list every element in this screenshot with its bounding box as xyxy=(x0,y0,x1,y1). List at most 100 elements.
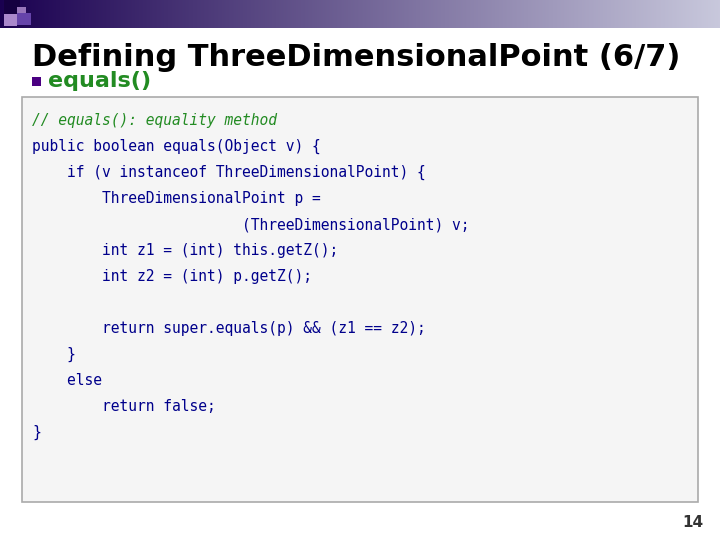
Bar xyxy=(489,0,490,28)
Bar xyxy=(287,0,288,28)
Bar xyxy=(514,0,515,28)
Bar xyxy=(571,0,572,28)
Bar xyxy=(709,0,710,28)
Bar xyxy=(631,0,632,28)
Bar xyxy=(589,0,590,28)
Bar xyxy=(193,0,194,28)
Bar xyxy=(233,0,234,28)
Bar xyxy=(188,0,189,28)
Bar xyxy=(170,0,171,28)
Bar xyxy=(562,0,563,28)
Bar xyxy=(67,0,68,28)
Bar xyxy=(248,0,249,28)
Bar xyxy=(162,0,163,28)
Bar xyxy=(177,0,178,28)
Bar xyxy=(203,0,204,28)
Bar xyxy=(714,0,715,28)
Bar xyxy=(611,0,612,28)
Bar xyxy=(396,0,397,28)
Bar xyxy=(640,0,641,28)
Bar xyxy=(548,0,549,28)
Bar xyxy=(118,0,119,28)
Bar xyxy=(523,0,524,28)
Bar xyxy=(246,0,247,28)
Bar xyxy=(364,0,365,28)
Bar xyxy=(279,0,280,28)
Bar xyxy=(349,0,350,28)
Bar xyxy=(715,0,716,28)
Bar xyxy=(710,0,711,28)
Bar xyxy=(645,0,646,28)
Bar xyxy=(517,0,518,28)
Bar xyxy=(633,0,634,28)
Bar xyxy=(178,0,179,28)
Bar xyxy=(373,0,374,28)
Bar xyxy=(671,0,672,28)
Bar xyxy=(716,0,717,28)
Text: public boolean equals(Object v) {: public boolean equals(Object v) { xyxy=(32,139,320,154)
Bar xyxy=(297,0,298,28)
Bar xyxy=(588,0,589,28)
Bar xyxy=(242,0,243,28)
Bar xyxy=(78,0,79,28)
Bar xyxy=(360,0,361,28)
Bar xyxy=(654,0,655,28)
Bar xyxy=(35,0,36,28)
Bar xyxy=(53,0,54,28)
Bar xyxy=(389,0,390,28)
Bar xyxy=(12,0,13,28)
Bar xyxy=(214,0,215,28)
Bar xyxy=(68,0,69,28)
Bar xyxy=(711,0,712,28)
Bar xyxy=(323,0,324,28)
Bar xyxy=(256,0,257,28)
Bar xyxy=(194,0,195,28)
Bar xyxy=(436,0,437,28)
Bar xyxy=(69,0,70,28)
Bar xyxy=(111,0,112,28)
Bar xyxy=(17,13,31,25)
Bar xyxy=(123,0,124,28)
Bar xyxy=(717,0,718,28)
Bar xyxy=(471,0,472,28)
Bar xyxy=(32,0,33,28)
Bar xyxy=(319,0,320,28)
Bar xyxy=(16,0,17,28)
Bar xyxy=(435,0,436,28)
Bar xyxy=(446,0,447,28)
Bar xyxy=(112,0,113,28)
Bar xyxy=(469,0,470,28)
Bar xyxy=(565,0,566,28)
Bar xyxy=(313,0,314,28)
Bar xyxy=(449,0,450,28)
Bar xyxy=(687,0,688,28)
Bar xyxy=(268,0,269,28)
Bar xyxy=(474,0,475,28)
Bar xyxy=(484,0,485,28)
Bar xyxy=(191,0,192,28)
Bar xyxy=(198,0,199,28)
Bar xyxy=(584,0,585,28)
Bar xyxy=(511,0,512,28)
Bar xyxy=(512,0,513,28)
Bar xyxy=(685,0,686,28)
Bar xyxy=(55,0,56,28)
Bar xyxy=(536,0,537,28)
Bar xyxy=(299,0,300,28)
Bar xyxy=(537,0,538,28)
Bar xyxy=(613,0,614,28)
Bar xyxy=(125,0,126,28)
Bar xyxy=(510,0,511,28)
Bar xyxy=(182,0,183,28)
Bar xyxy=(549,0,550,28)
Bar xyxy=(582,0,583,28)
Bar xyxy=(4,0,20,14)
Bar xyxy=(351,0,352,28)
Bar xyxy=(352,0,353,28)
Bar xyxy=(524,0,525,28)
Bar xyxy=(506,0,507,28)
Bar xyxy=(340,0,341,28)
Bar xyxy=(136,0,137,28)
Bar xyxy=(209,0,210,28)
Bar xyxy=(6,0,7,28)
